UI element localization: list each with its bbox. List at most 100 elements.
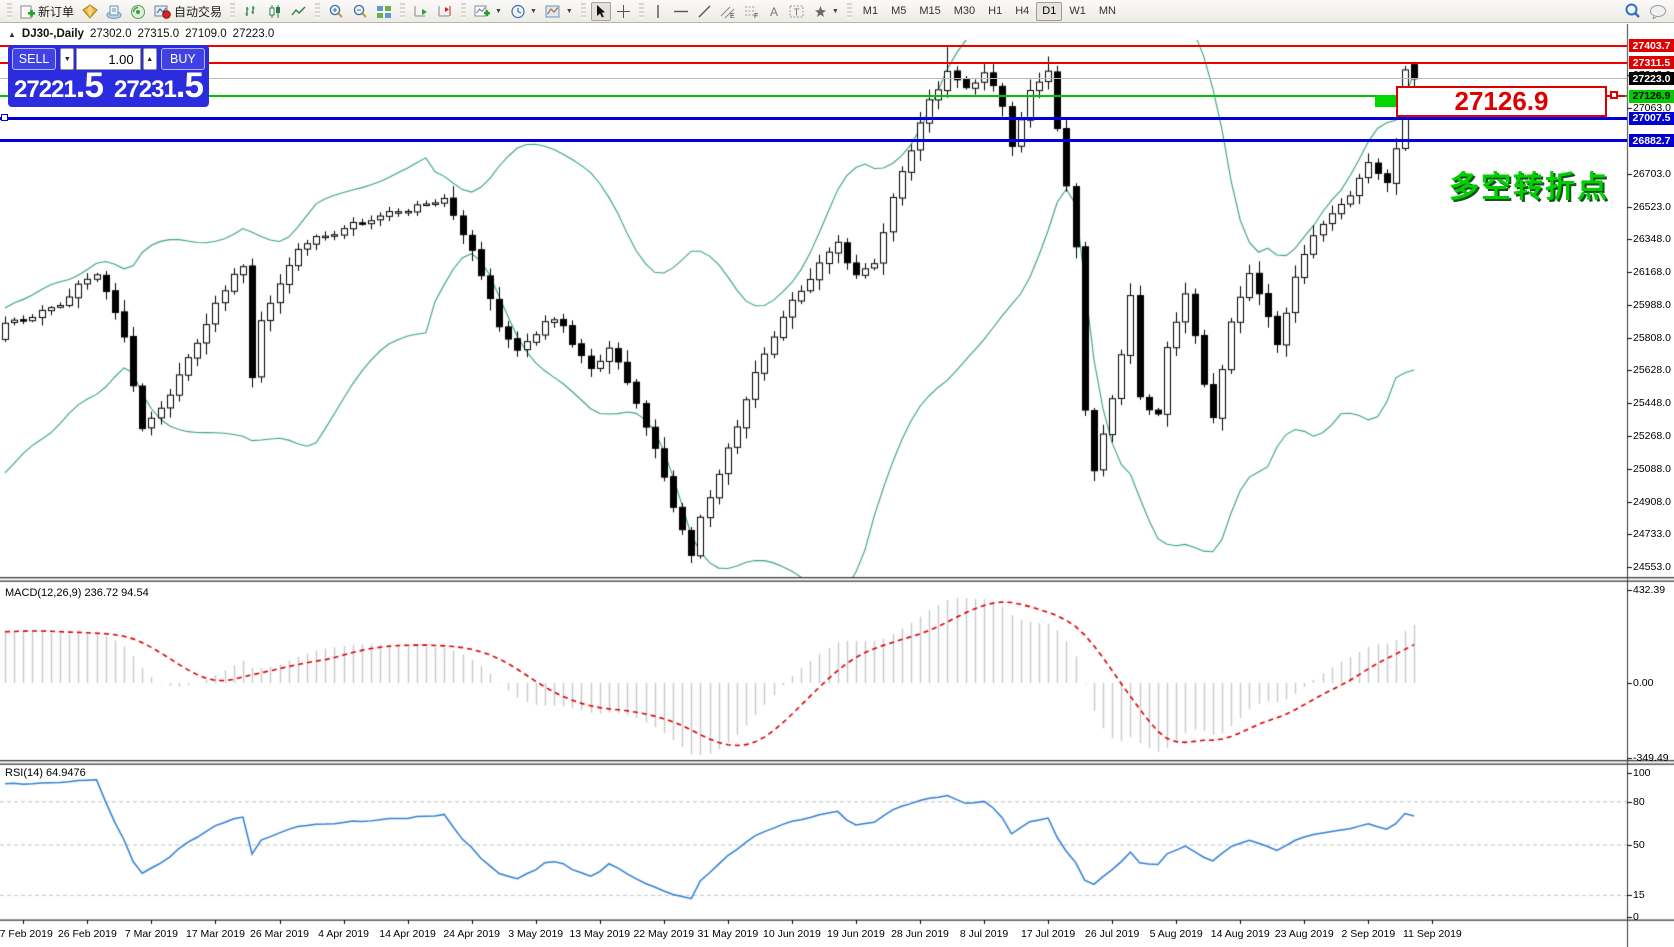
price-badge-27007.5: 27007.5 <box>1629 111 1674 125</box>
indicators-icon <box>474 4 491 19</box>
crosshair-icon <box>616 4 631 19</box>
date-axis-label: 7 Mar 2019 <box>124 928 178 940</box>
chart-shift-button[interactable] <box>434 2 456 21</box>
toolbar-grip <box>230 3 236 19</box>
timeframe-button-m30[interactable]: M30 <box>953 5 976 17</box>
collapse-triangle-icon[interactable]: ▲ <box>8 30 16 39</box>
horizontal-line-tool-button[interactable] <box>670 2 692 21</box>
fibonacci-icon: F <box>744 4 760 19</box>
text-tool-button[interactable]: A <box>765 2 784 21</box>
market-icon <box>82 3 98 19</box>
price-tick-label: 25628.0 <box>1633 364 1671 377</box>
timeframe-button-m5[interactable]: M5 <box>891 5 907 17</box>
price-badge-27311.5: 27311.5 <box>1629 56 1674 70</box>
tile-windows-icon <box>376 4 392 19</box>
fibonacci-tool-button[interactable]: F <box>741 2 763 21</box>
price-tick-label: 25448.0 <box>1633 397 1671 410</box>
toolbar-grip <box>315 3 321 19</box>
auto-scroll-button[interactable] <box>410 2 432 21</box>
price-badge-27223.0: 27223.0 <box>1629 72 1674 86</box>
new-order-button[interactable]: 新订单 <box>17 2 77 21</box>
resistance-hline-27311[interactable] <box>0 61 1627 64</box>
date-axis-label: 5 Aug 2019 <box>1149 928 1203 940</box>
channel-tool-button[interactable]: E <box>717 2 739 21</box>
bar-chart-type-button[interactable] <box>240 2 262 21</box>
price-tick-label: 26703.0 <box>1633 167 1671 180</box>
codebase-button[interactable] <box>103 2 125 21</box>
current-price-line <box>0 78 1627 80</box>
zoom-in-icon <box>328 4 344 19</box>
sell-button[interactable]: SELL <box>12 48 57 70</box>
price-tick-label: 26523.0 <box>1633 200 1671 213</box>
toolbar-grip <box>400 3 406 19</box>
candlestick-chart-icon <box>267 4 283 19</box>
candlestick-chart-type-button[interactable] <box>264 2 286 21</box>
date-axis-label: 31 May 2019 <box>697 928 759 940</box>
ohlc-high: 27315.0 <box>137 28 180 40</box>
resistance-hline-27403[interactable] <box>0 44 1627 47</box>
timeframe-button-m1[interactable]: M1 <box>862 5 879 17</box>
support-hline-27007[interactable] <box>0 116 1627 120</box>
zoom-out-button[interactable] <box>349 2 371 21</box>
one-click-trading-panel: SELL ▼ 1.00 ▲ BUY 27221.5 27231.5 <box>8 45 209 107</box>
templates-dropdown-button[interactable]: ▼ <box>542 2 576 21</box>
toolbar-grip <box>461 3 467 19</box>
cursor-tool-button[interactable] <box>590 1 611 21</box>
new-order-icon <box>20 4 35 19</box>
dropdown-arrow-icon: ▼ <box>495 7 502 15</box>
periods-dropdown-button[interactable]: ▼ <box>507 2 540 21</box>
text-label-tool-button[interactable]: T <box>786 2 808 21</box>
ask-price: 27231.5 <box>114 66 204 105</box>
date-axis-label: 17 Jul 2019 <box>1020 928 1076 940</box>
timeframe-button-d1[interactable]: D1 <box>1036 1 1063 21</box>
search-button[interactable] <box>1621 2 1644 21</box>
volume-decrease-button[interactable]: ▼ <box>60 48 75 70</box>
signals-button[interactable] <box>127 2 149 21</box>
tile-windows-button[interactable] <box>373 2 395 21</box>
zoom-in-button[interactable] <box>325 2 347 21</box>
svg-text:F: F <box>754 13 758 19</box>
date-axis-label: 17 Feb 2019 <box>0 928 53 940</box>
trendline-tool-button[interactable] <box>694 2 715 21</box>
rsi-indicator-label: RSI(14) 64.9476 <box>5 767 86 779</box>
callout-anchor-square[interactable] <box>1610 91 1618 100</box>
timeframe-button-m15[interactable]: M15 <box>919 5 941 17</box>
price-callout-label[interactable]: 27126.9 <box>1396 86 1607 117</box>
support-hline-26882[interactable] <box>0 139 1627 143</box>
timeframe-button-h4[interactable]: H4 <box>1015 5 1030 17</box>
turning-point-annotation[interactable]: 多空转折点 <box>1449 171 1609 204</box>
shapes-dropdown-button[interactable]: ▼ <box>810 2 842 21</box>
hline-handle[interactable] <box>1 114 8 122</box>
buy-button[interactable]: BUY <box>160 48 205 70</box>
bid-price: 27221.5 <box>14 66 104 105</box>
codebase-icon <box>106 4 122 19</box>
price-tick-label: 27063.0 <box>1633 102 1671 114</box>
new-order-label: 新订单 <box>38 4 75 19</box>
chart-shift-icon <box>437 4 453 19</box>
auto-trading-button[interactable]: 自动交易 <box>151 2 225 21</box>
market-button[interactable] <box>79 2 101 21</box>
indicators-dropdown-button[interactable]: ▼ <box>471 2 505 21</box>
chat-button[interactable] <box>1646 2 1670 21</box>
ohlc-open: 27302.0 <box>89 28 132 40</box>
auto-trading-icon <box>154 4 171 19</box>
volume-increase-button[interactable]: ▲ <box>142 48 157 70</box>
volume-input[interactable]: 1.00 <box>76 48 141 70</box>
timeframe-button-h1[interactable]: H1 <box>988 5 1003 17</box>
line-chart-type-button[interactable] <box>288 2 310 21</box>
dropdown-arrow-icon: ▼ <box>565 7 573 15</box>
zoom-out-icon <box>352 4 368 19</box>
line-chart-icon <box>291 4 307 19</box>
date-axis-label: 26 Feb 2019 <box>57 928 117 940</box>
timeframe-button-mn[interactable]: MN <box>1098 5 1116 17</box>
support-hline-27126[interactable] <box>0 95 1627 98</box>
symbol-period-label: DJ30-,Daily <box>21 28 84 40</box>
vertical-line-tool-button[interactable] <box>649 2 668 21</box>
crosshair-tool-button[interactable] <box>613 2 634 21</box>
date-axis-label: 14 Apr 2019 <box>379 928 436 940</box>
price-tick-label: 25268.0 <box>1633 430 1671 443</box>
main-toolbar: 新订单 自动交易 <box>0 0 1674 23</box>
timeframe-button-w1[interactable]: W1 <box>1069 5 1086 17</box>
